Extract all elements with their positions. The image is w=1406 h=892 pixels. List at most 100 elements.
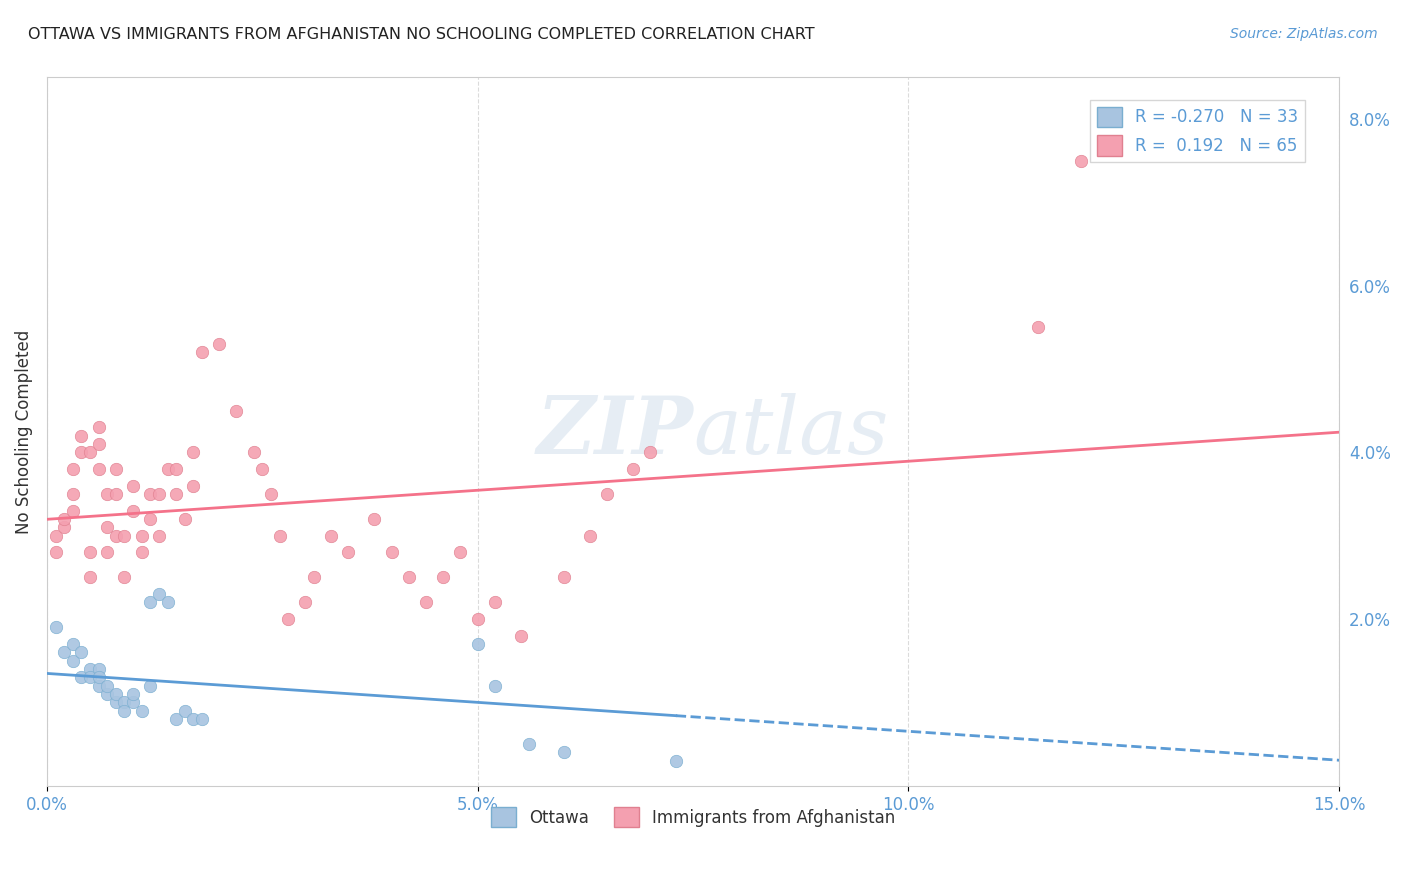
Point (519, 737, 541, 751)
Point (484, 679, 506, 693)
Point (509, 629, 531, 643)
Point (114, 704, 136, 718)
Point (44, 545, 66, 559)
Point (225, 404, 247, 418)
Point (638, 445, 661, 459)
Point (62, 637, 84, 651)
Point (269, 529, 291, 543)
Point (208, 337, 231, 351)
Point (122, 479, 145, 493)
Point (1026, 320, 1049, 334)
Point (173, 512, 195, 526)
Point (104, 687, 127, 701)
Point (87, 420, 110, 434)
Point (148, 587, 170, 601)
Point (242, 445, 264, 459)
Point (122, 504, 145, 518)
Text: ZIP: ZIP (536, 392, 693, 470)
Point (62, 654, 84, 668)
Point (380, 545, 402, 559)
Point (70, 670, 93, 684)
Point (139, 487, 162, 501)
Point (596, 487, 619, 501)
Point (104, 529, 127, 543)
Point (44, 529, 66, 543)
Text: Source: ZipAtlas.com: Source: ZipAtlas.com (1230, 27, 1378, 41)
Point (252, 462, 274, 476)
Point (191, 345, 214, 359)
Point (62, 487, 84, 501)
Point (96, 679, 118, 693)
Point (70, 645, 93, 659)
Point (79, 662, 101, 676)
Point (467, 612, 489, 626)
Point (79, 570, 101, 584)
Point (553, 746, 575, 760)
Point (87, 462, 110, 476)
Point (53, 512, 76, 526)
Point (122, 687, 145, 701)
Point (70, 429, 93, 443)
Point (165, 462, 187, 476)
Point (53, 645, 76, 659)
Point (467, 637, 489, 651)
Point (139, 595, 162, 609)
Point (44, 620, 66, 634)
Point (131, 704, 153, 718)
Point (114, 696, 136, 710)
Point (131, 545, 153, 559)
Point (96, 545, 118, 559)
Point (294, 595, 316, 609)
Point (148, 529, 170, 543)
Point (260, 487, 283, 501)
Point (156, 595, 179, 609)
Point (96, 520, 118, 534)
Point (87, 662, 110, 676)
Point (191, 712, 214, 726)
Point (148, 487, 170, 501)
Point (484, 595, 506, 609)
Point (122, 696, 145, 710)
Point (415, 595, 437, 609)
Point (553, 570, 575, 584)
Point (114, 570, 136, 584)
Point (321, 529, 343, 543)
Point (87, 437, 110, 451)
Point (79, 445, 101, 459)
Point (79, 545, 101, 559)
Text: OTTAWA VS IMMIGRANTS FROM AFGHANISTAN NO SCHOOLING COMPLETED CORRELATION CHART: OTTAWA VS IMMIGRANTS FROM AFGHANISTAN NO… (28, 27, 814, 42)
Y-axis label: No Schooling Completed: No Schooling Completed (15, 329, 32, 533)
Point (165, 487, 187, 501)
Point (363, 512, 385, 526)
Legend: Ottawa, Immigrants from Afghanistan: Ottawa, Immigrants from Afghanistan (484, 800, 903, 834)
Point (70, 445, 93, 459)
Point (621, 462, 644, 476)
Point (183, 712, 205, 726)
Point (131, 529, 153, 543)
Point (165, 712, 187, 726)
Point (156, 462, 179, 476)
Point (398, 570, 420, 584)
Point (114, 529, 136, 543)
Point (96, 687, 118, 701)
Point (183, 445, 205, 459)
Point (104, 696, 127, 710)
Point (277, 612, 299, 626)
Point (62, 504, 84, 518)
Text: atlas: atlas (693, 392, 889, 470)
Point (53, 520, 76, 534)
Point (183, 479, 205, 493)
Point (79, 670, 101, 684)
Point (87, 670, 110, 684)
Point (1070, 153, 1092, 168)
Point (104, 487, 127, 501)
Point (104, 462, 127, 476)
Point (87, 679, 110, 693)
Point (432, 570, 454, 584)
Point (337, 545, 360, 559)
Point (173, 704, 195, 718)
Point (665, 754, 688, 768)
Point (449, 545, 471, 559)
Point (302, 570, 325, 584)
Point (96, 487, 118, 501)
